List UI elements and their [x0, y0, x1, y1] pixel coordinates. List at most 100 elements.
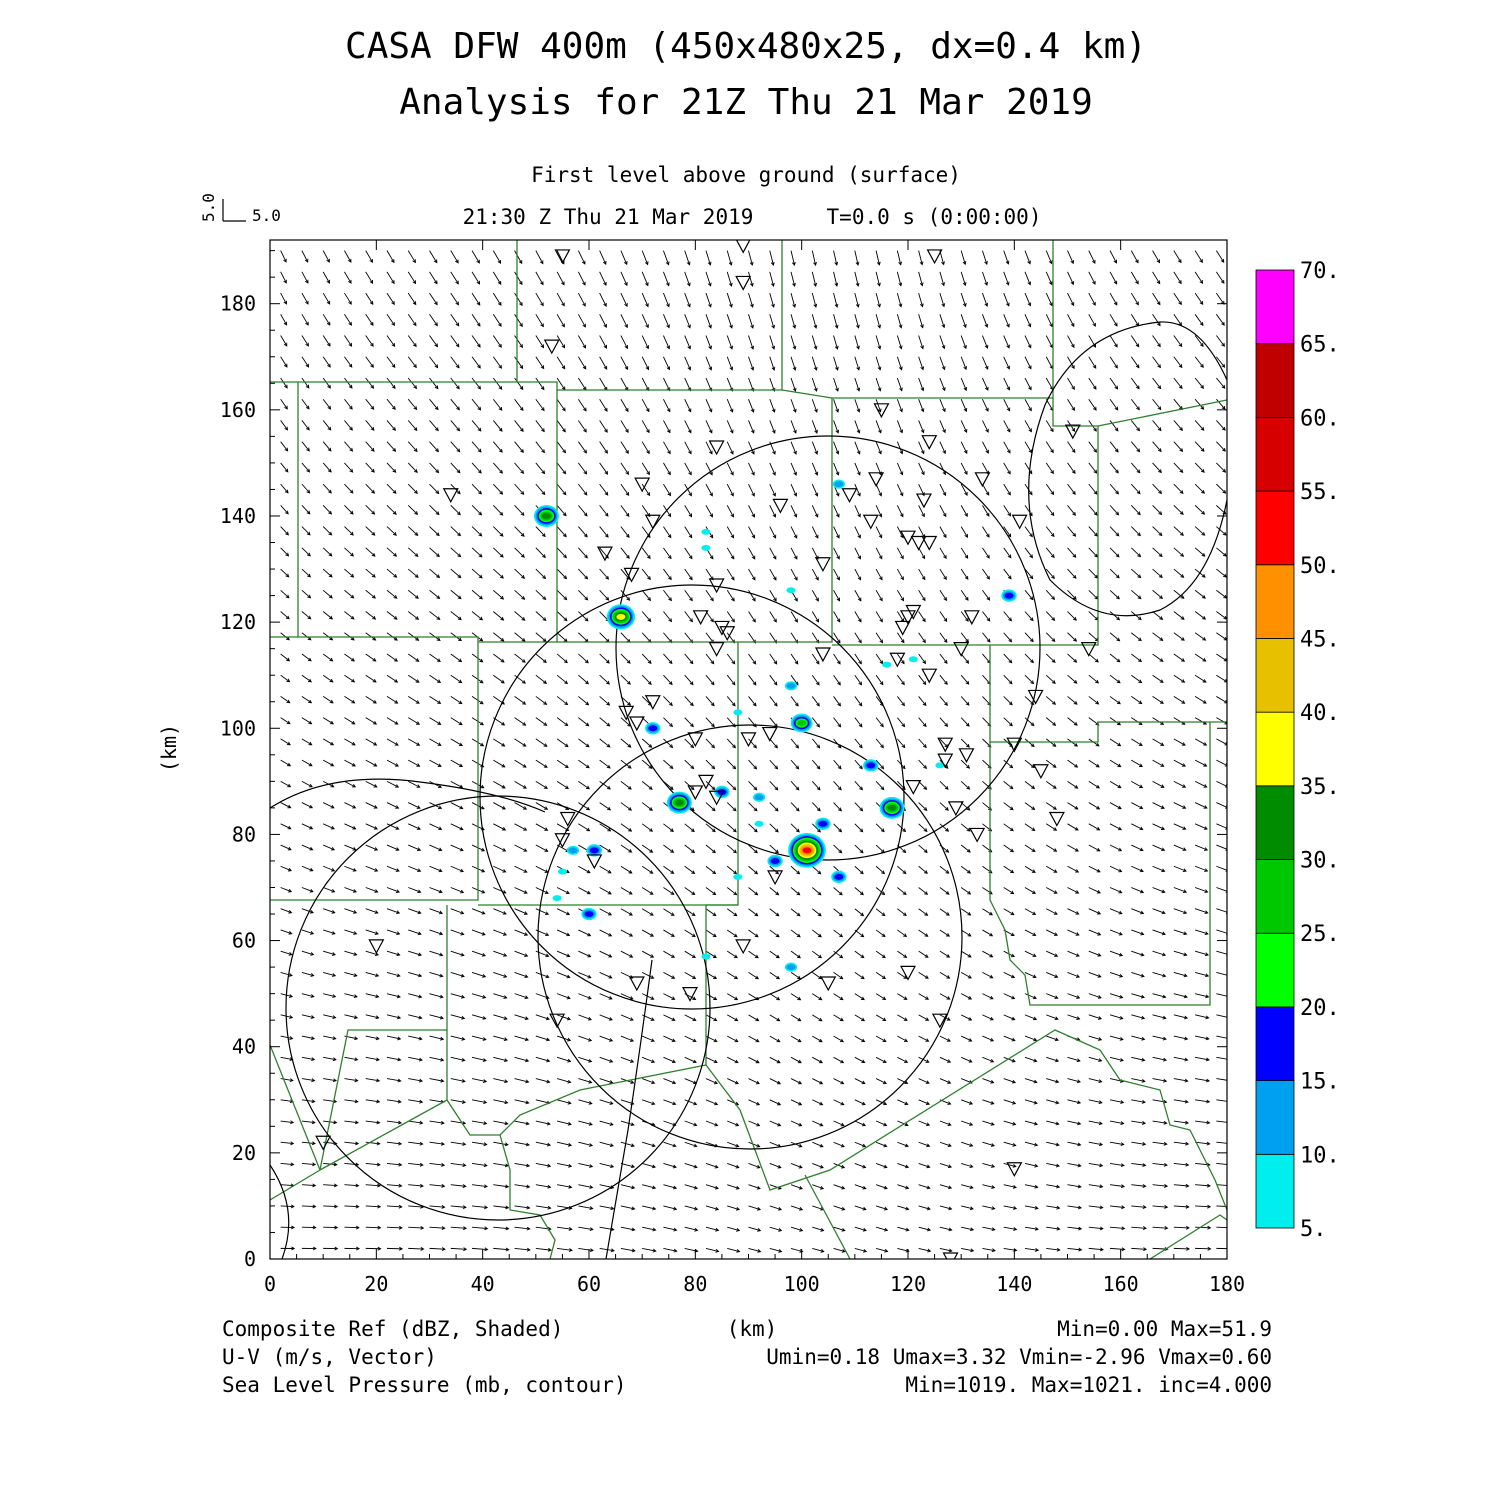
wind-vector: [1152, 971, 1166, 977]
wind-vector: [556, 1014, 571, 1020]
wind-vector: [982, 1014, 994, 1021]
wind-vector-head: [459, 763, 464, 768]
wind-vector-head: [285, 615, 290, 620]
wind-vector: [897, 1014, 908, 1021]
wind-vector-head: [1205, 1057, 1210, 1062]
wind-vector-head: [1182, 805, 1187, 809]
wind-vector: [514, 887, 528, 894]
wind-vector: [854, 483, 861, 497]
wind-vector-head: [819, 1185, 825, 1190]
wind-vector-head: [839, 996, 844, 1001]
wind-vector-head: [456, 385, 460, 390]
wind-vector-head: [627, 701, 632, 706]
wind-vector: [748, 823, 758, 833]
wind-vector: [301, 929, 314, 935]
wind-vector: [1109, 1056, 1124, 1061]
wind-vector-head: [415, 616, 420, 620]
wind-vector: [1067, 1226, 1082, 1230]
wind-vector: [301, 1163, 316, 1166]
wind-vector-head: [968, 996, 973, 1000]
wind-vector: [1152, 335, 1161, 347]
wind-vector: [556, 759, 569, 768]
wind-vector: [939, 781, 949, 790]
wind-vector-head: [458, 658, 463, 663]
wind-vector-head: [904, 1164, 910, 1169]
wind-vector-head: [645, 408, 650, 413]
wind-vector-head: [624, 366, 629, 371]
wind-vector: [769, 908, 780, 917]
wind-vector: [1067, 271, 1074, 285]
wind-vector: [811, 462, 818, 476]
wind-vector: [386, 1099, 401, 1103]
wind-vector-head: [306, 426, 310, 431]
wind-vector-head: [526, 1163, 531, 1168]
wind-vector-head: [1142, 1163, 1147, 1167]
wind-vector: [1194, 653, 1206, 662]
wind-vector: [939, 292, 945, 307]
wind-vector: [301, 780, 313, 788]
wind-vector-head: [353, 931, 358, 935]
wind-vector: [663, 505, 672, 517]
wind-vector: [1216, 1035, 1227, 1039]
wind-vector-head: [903, 1038, 908, 1042]
wind-vector-head: [650, 954, 655, 958]
wind-vector: [982, 1056, 994, 1063]
wind-vector: [769, 399, 776, 413]
wind-vector: [1045, 462, 1054, 474]
station-marker: [713, 620, 730, 636]
wind-vector-head: [608, 996, 613, 1000]
wind-vector-head: [476, 322, 481, 327]
wind-vector: [1109, 1035, 1124, 1041]
wind-vector-head: [412, 301, 417, 306]
wind-vector: [1152, 314, 1161, 326]
wind-vector: [1067, 356, 1075, 369]
wind-vector: [535, 717, 547, 726]
wind-vector-head: [969, 1185, 974, 1190]
wind-vector-head: [923, 786, 928, 791]
wind-vector: [301, 1141, 316, 1145]
wind-vector: [365, 844, 378, 851]
wind-vector-head: [566, 995, 571, 1000]
wind-vector-head: [793, 555, 798, 560]
station-marker: [772, 498, 789, 514]
wind-vector-head: [285, 510, 289, 515]
wind-vector: [684, 972, 696, 979]
wind-vector-head: [625, 512, 630, 517]
wind-vector: [684, 738, 694, 748]
wind-vector: [982, 929, 993, 937]
wind-vector-head: [481, 931, 486, 936]
wind-vector: [790, 1056, 802, 1064]
wind-vector-head: [476, 301, 481, 306]
wind-vector: [386, 505, 397, 515]
wind-vector: [1003, 972, 1015, 978]
wind-vector-head: [393, 637, 398, 641]
wind-vector-head: [774, 765, 779, 770]
wind-vector-head: [1116, 637, 1121, 642]
county-line: [319, 1099, 448, 1171]
wind-vector-head: [524, 974, 529, 978]
wind-vector: [663, 526, 672, 538]
wind-vector-head: [1138, 679, 1143, 684]
wind-vector: [344, 314, 352, 326]
wind-vector-head: [1142, 1205, 1147, 1209]
wind-vector: [471, 1226, 488, 1229]
reflectivity-echo: [584, 911, 594, 918]
wind-vector: [833, 823, 842, 833]
wind-vector-head: [627, 764, 632, 769]
wind-vector: [1173, 377, 1183, 389]
wind-vector: [960, 314, 967, 328]
wind-vector: [960, 1056, 972, 1063]
wind-vector: [1194, 993, 1209, 998]
wind-vector-head: [1162, 952, 1167, 957]
wind-vector-head: [795, 744, 800, 749]
wind-vector-head: [372, 615, 377, 620]
wind-vector-head: [1136, 469, 1141, 474]
wind-vector-head: [1222, 552, 1227, 557]
wind-vector: [514, 1099, 529, 1104]
wind-vector: [535, 335, 544, 348]
wind-vector: [429, 292, 438, 305]
wind-vector-head: [771, 345, 776, 350]
wind-vector: [1088, 1120, 1103, 1125]
wind-vector-head: [434, 301, 438, 306]
vector-scale-key: 5.0 5.0: [199, 193, 281, 225]
